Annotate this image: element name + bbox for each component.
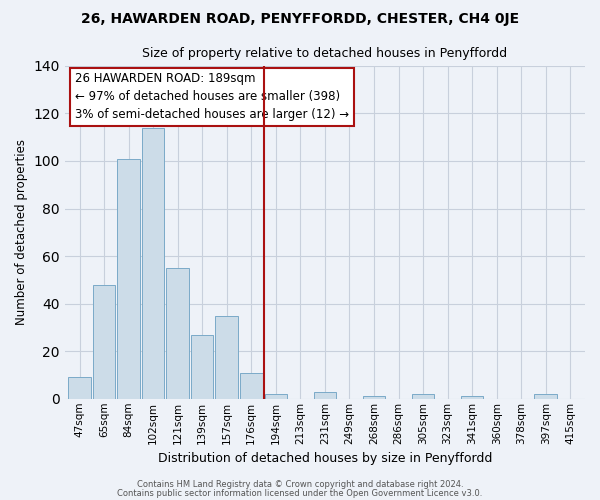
Bar (118, 158, 140, 399)
Bar (93, 284, 115, 399)
Bar (412, 394, 434, 399)
Bar (314, 392, 336, 399)
Text: 26 HAWARDEN ROAD: 189sqm
← 97% of detached houses are smaller (398)
3% of semi-d: 26 HAWARDEN ROAD: 189sqm ← 97% of detach… (75, 72, 349, 122)
Bar (215, 316, 238, 399)
Text: Contains HM Land Registry data © Crown copyright and database right 2024.: Contains HM Land Registry data © Crown c… (137, 480, 463, 489)
Bar (166, 268, 189, 399)
Bar (265, 394, 287, 399)
Title: Size of property relative to detached houses in Penyffordd: Size of property relative to detached ho… (142, 48, 508, 60)
Bar (461, 396, 484, 399)
Bar (240, 372, 263, 399)
Bar (535, 394, 557, 399)
Text: 26, HAWARDEN ROAD, PENYFFORDD, CHESTER, CH4 0JE: 26, HAWARDEN ROAD, PENYFFORDD, CHESTER, … (81, 12, 519, 26)
Text: Contains public sector information licensed under the Open Government Licence v3: Contains public sector information licen… (118, 488, 482, 498)
X-axis label: Distribution of detached houses by size in Penyffordd: Distribution of detached houses by size … (158, 452, 492, 465)
Bar (142, 128, 164, 399)
Y-axis label: Number of detached properties: Number of detached properties (15, 140, 28, 326)
Bar (362, 396, 385, 399)
Bar (191, 334, 214, 399)
Bar (68, 378, 91, 399)
